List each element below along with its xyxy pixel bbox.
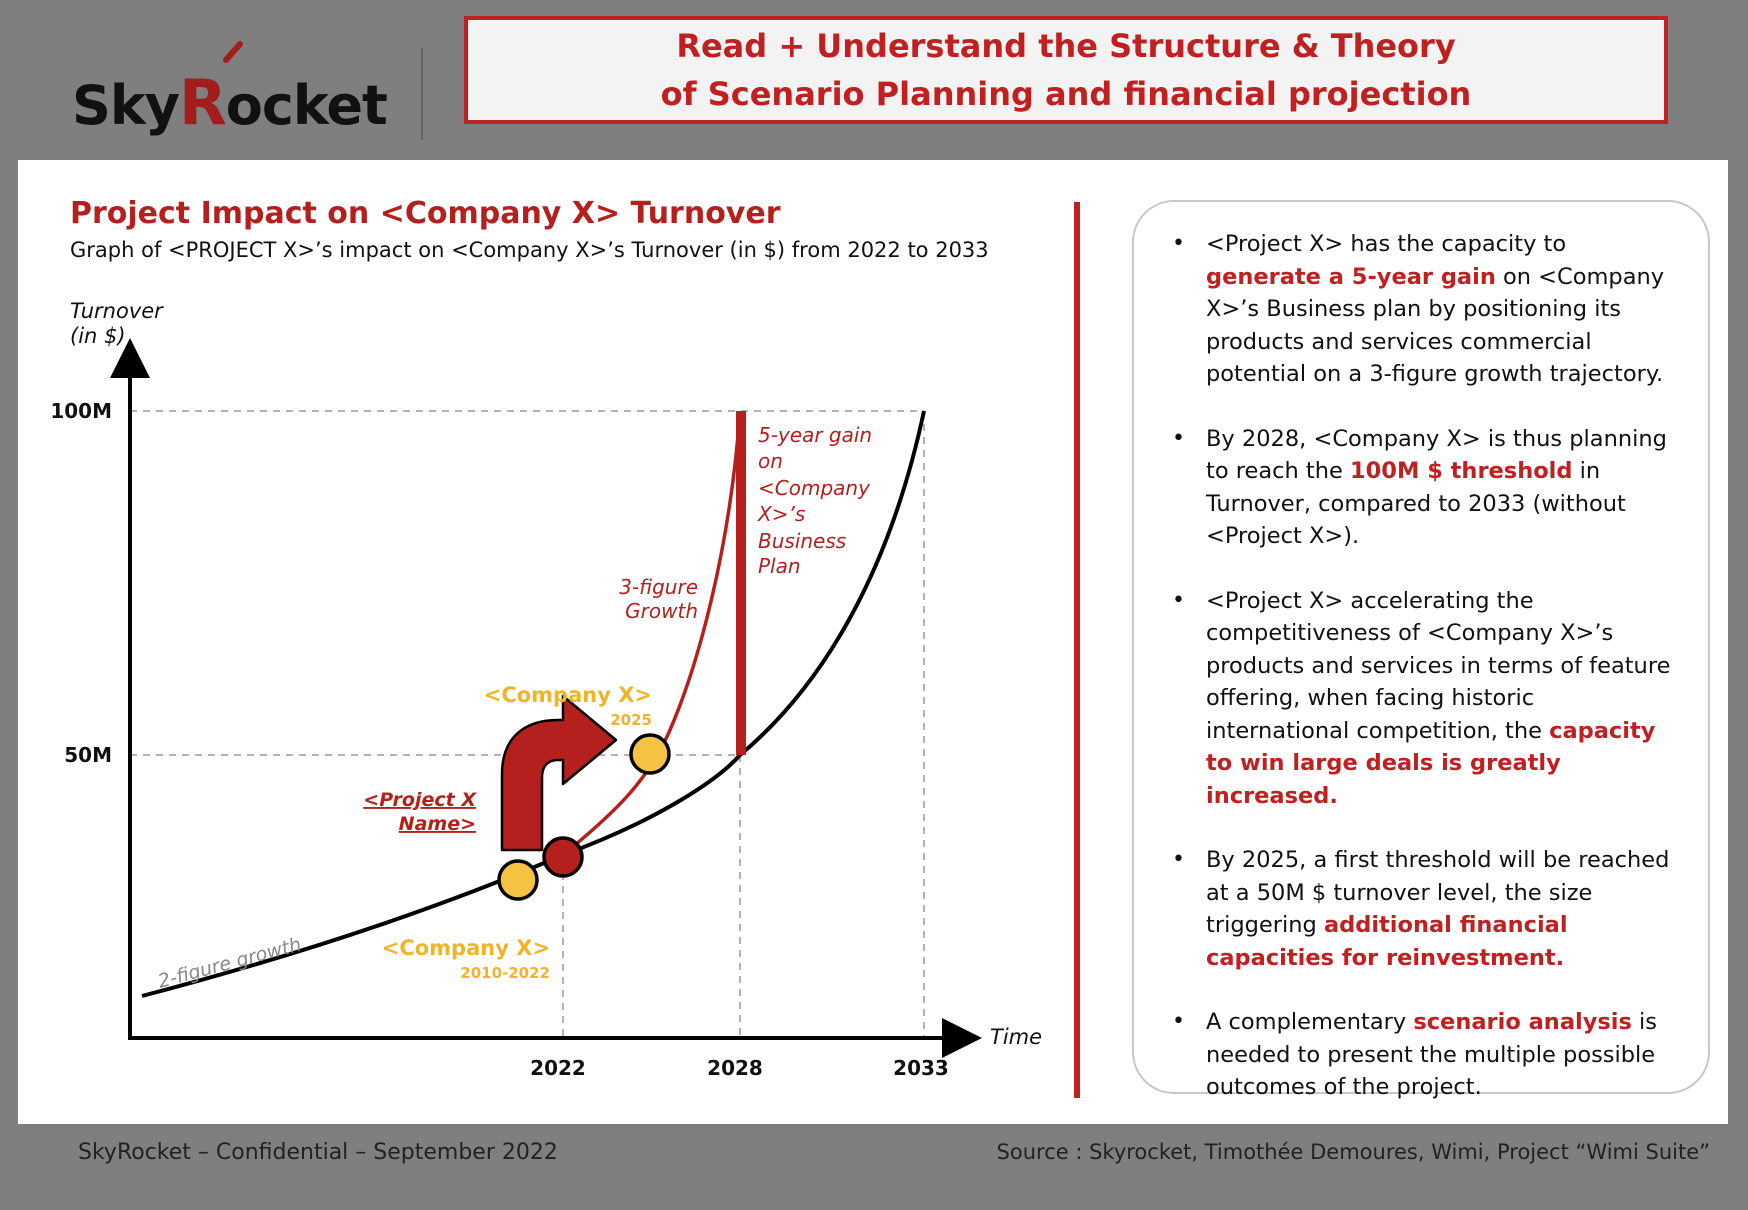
bullet-panel: <Project X> has the capacity to generate…	[1132, 200, 1710, 1100]
gain-label-line-6: Plan	[758, 554, 801, 578]
gain-label: 5-year gain on <Company X>’s Business Pl…	[757, 423, 872, 578]
header-title-line-2: of Scenario Planning and financial proje…	[660, 75, 1472, 113]
chart-title: Project Impact on <Company X> Turnover	[70, 196, 781, 231]
gain-label-line-4: X>’s	[757, 502, 805, 526]
x-axis-label: Time	[990, 1025, 1042, 1049]
skyrocket-logo: SkyRocket	[72, 30, 392, 140]
bullet-text: By 2025, a first threshold will be reach…	[1206, 847, 1670, 938]
y-tick-label-50m: 50M	[64, 743, 112, 767]
project-name-label-2: Name>	[399, 813, 476, 835]
bullet-text: on <Company X>’s Business plan by positi…	[1206, 263, 1665, 388]
bullet-highlight: capacity to win large deals is greatly i…	[1206, 717, 1656, 809]
bullet-item: A complementary scenario analysis is nee…	[1172, 1006, 1672, 1104]
section-divider	[1074, 202, 1080, 1098]
turnover-chart: Turnover (in $) Time 100M 50M 2022 2028 …	[50, 299, 1042, 1080]
marker-company-2025	[629, 733, 671, 775]
marker-company-2010-2022	[497, 859, 539, 901]
gain-label-line-3: <Company	[758, 476, 871, 500]
y-tick-label-100m: 100M	[50, 399, 112, 423]
y-axis-label-line-2: (in $)	[70, 324, 126, 348]
baseline-growth-label: 2-figure growth	[156, 933, 304, 992]
project-impact-arrow	[500, 694, 618, 852]
bullet-highlight: generate a 5-year gain	[1206, 263, 1496, 290]
five-year-gain-bar	[736, 411, 746, 755]
footer-confidential: SkyRocket – Confidential – September 202…	[78, 1140, 558, 1165]
x-tick-label-2022: 2022	[530, 1056, 586, 1080]
x-tick-label-2033: 2033	[893, 1056, 949, 1080]
accelerated-growth-label-1: 3-figure	[619, 575, 698, 599]
marker-project-start	[542, 836, 584, 878]
bullet-text: <Project X> has the capacity to	[1206, 231, 1567, 257]
company-2010-label: <Company X>	[382, 936, 550, 960]
bullet-highlight: 100M $ threshold	[1350, 458, 1573, 484]
x-tick-label-2028: 2028	[707, 1056, 763, 1080]
header-banner: Read + Understand the Structure & Theory…	[464, 16, 1668, 124]
accelerated-growth-curve	[561, 410, 742, 857]
bullet-text: in Turnover, compared to 2033 (without <…	[1206, 458, 1626, 549]
company-2025-year: 2025	[610, 711, 652, 729]
gain-label-line-1: 5-year gain	[758, 423, 872, 447]
accelerated-growth-label-2: Growth	[625, 599, 698, 623]
project-name-label-1: <Project X	[363, 789, 477, 811]
logo-accent-mark	[223, 41, 243, 63]
y-axis-label-line-1: Turnover	[70, 299, 164, 323]
bullet-highlight: scenario analysis	[1413, 1009, 1632, 1035]
bullet-list: <Project X> has the capacity to generate…	[1134, 202, 1708, 1104]
bullet-text: <Project X> accelerating the competitive…	[1206, 587, 1671, 744]
company-2025-label: <Company X>	[484, 683, 652, 707]
baseline-growth-curve	[141, 410, 926, 998]
bullet-text: By 2028, <Company X> is thus planning to…	[1206, 425, 1667, 485]
gain-label-line-2: on	[758, 449, 783, 473]
bullet-highlight: additional financial capacities for rein…	[1206, 912, 1568, 971]
footer-source: Source : Skyrocket, Timothée Demoures, W…	[996, 1140, 1710, 1164]
bullet-item: By 2025, a first threshold will be reach…	[1172, 844, 1672, 974]
bullet-item: <Project X> has the capacity to generate…	[1172, 228, 1672, 391]
content-panel: Project Impact on <Company X> Turnover G…	[18, 160, 1728, 1124]
logo-wordmark: SkyRocket	[72, 66, 388, 139]
chart-subtitle: Graph of <PROJECT X>’s impact on <Compan…	[70, 238, 989, 262]
header-title-line-1: Read + Understand the Structure & Theory	[676, 27, 1456, 65]
bullet-text: A complementary	[1206, 1009, 1414, 1035]
gain-label-line-5: Business	[758, 529, 846, 553]
bullet-item: <Project X> accelerating the competitive…	[1172, 585, 1672, 813]
company-2010-year: 2010-2022	[460, 964, 550, 982]
bullet-item: By 2028, <Company X> is thus planning to…	[1172, 423, 1672, 553]
logo-divider	[421, 48, 423, 140]
bullet-text: is needed to present the multiple possib…	[1206, 1009, 1658, 1100]
